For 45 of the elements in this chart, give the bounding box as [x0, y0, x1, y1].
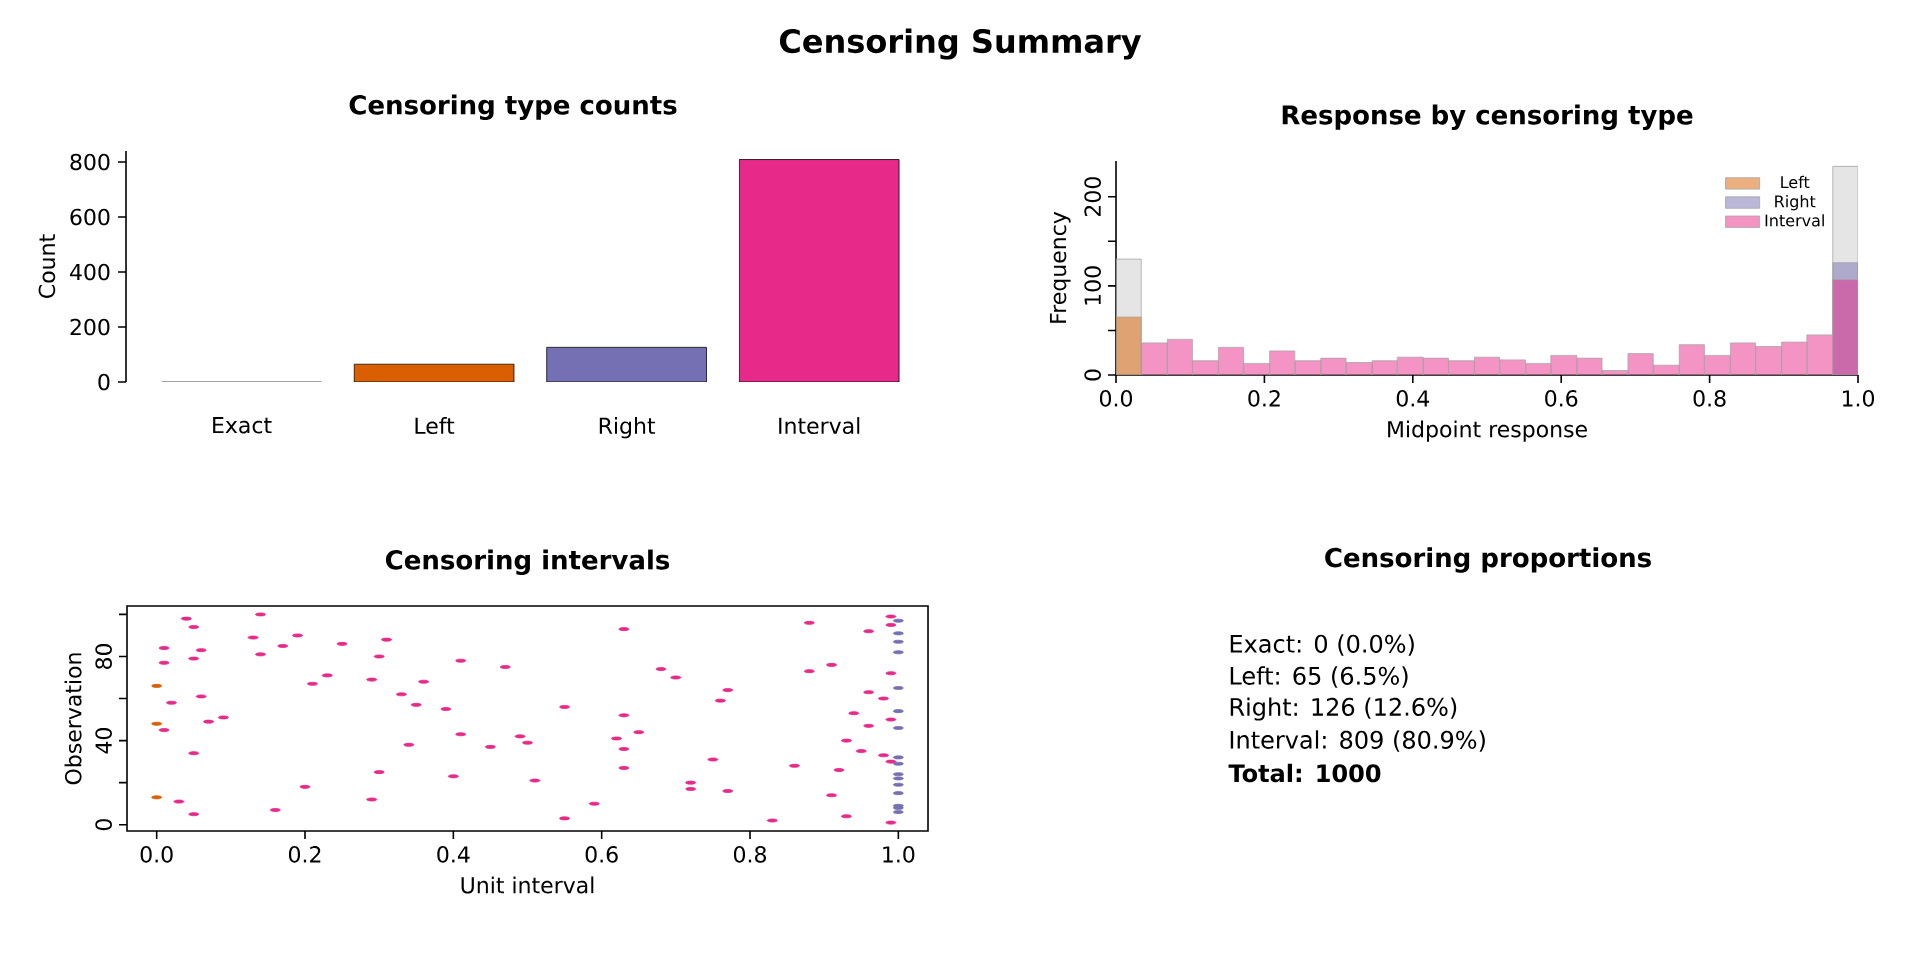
text: Censoring proportions [1325, 547, 1651, 573]
y-tick-label: 200 [1084, 177, 1101, 217]
x-tick-label: 0.6 [585, 846, 618, 863]
y-tick-label: 0 [1084, 369, 1101, 381]
x-tick-label: 0.4 [437, 846, 470, 863]
legend-label: Right [1775, 195, 1816, 211]
x-tick-label: 0.0 [140, 846, 173, 863]
y-tick-label: 0 [95, 819, 112, 831]
x-tick-label: 0.8 [733, 846, 766, 863]
x-tick-label: 1.0 [883, 846, 915, 863]
chart-title: Censoring intervals [385, 549, 670, 575]
text: Left: 65 (6.5%) [1230, 666, 1408, 688]
x-tick-label: Right [599, 417, 656, 439]
x-axis-title: Unit interval [461, 876, 594, 894]
text: Right: 126 (12.6%) [1230, 697, 1457, 721]
y-tick-label: 200 [70, 318, 110, 336]
text: Interval: 809 (80.9%) [1230, 730, 1485, 752]
x-tick-label: Left [415, 417, 455, 435]
y-tick-label: 400 [70, 263, 110, 281]
x-axis-title: Midpoint response [1388, 420, 1587, 442]
y-tick-label: 80 [95, 643, 112, 669]
x-tick-label: 0.8 [1693, 390, 1726, 407]
y-tick-label: 40 [95, 728, 112, 754]
legend-label: Interval [1765, 214, 1824, 227]
x-tick-label: 0.2 [288, 846, 321, 863]
y-axis-title: Count [38, 234, 56, 298]
x-tick-label: 0.6 [1545, 390, 1578, 407]
x-tick-label: 0.2 [1248, 390, 1280, 407]
chart-title: Censoring type counts [349, 94, 677, 120]
x-tick-label: Interval [779, 417, 860, 435]
y-axis-title: Frequency [1049, 211, 1071, 323]
text: Total: 1000 [1228, 763, 1381, 783]
y-tick-label: 600 [70, 208, 110, 226]
x-tick-label: 0.0 [1099, 390, 1133, 407]
y-tick-label: 0 [98, 373, 110, 391]
y-tick-label: 800 [70, 153, 110, 171]
x-tick-label: Exact [213, 417, 272, 434]
y-tick-label: 100 [1084, 266, 1101, 305]
text: Censoring Summary [779, 28, 1142, 60]
x-tick-label: 0.4 [1396, 390, 1430, 407]
y-axis-title: Observation [64, 653, 82, 785]
text: Exact: 0 (0.0%) [1230, 634, 1414, 656]
chart-title: Response by censoring type [1282, 104, 1693, 130]
x-tick-label: 1.0 [1842, 390, 1875, 407]
legend-label: Left [1781, 175, 1810, 189]
